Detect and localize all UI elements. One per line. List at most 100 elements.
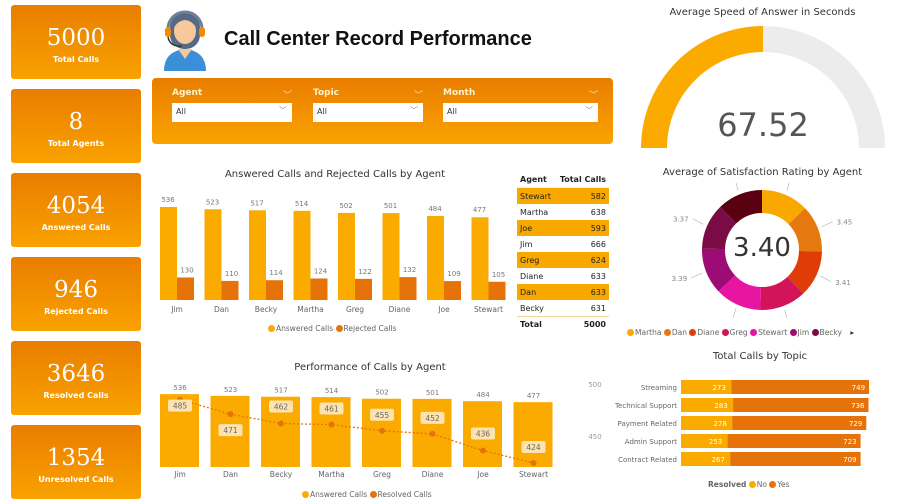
legend-dot <box>335 325 343 332</box>
data-label: 110 <box>225 270 238 278</box>
kpi-label: Rejected Calls <box>44 307 108 316</box>
kpi-label: Resolved Calls <box>43 391 109 400</box>
resolved-bar <box>730 452 861 466</box>
total-calls-cell: 638 <box>590 207 606 217</box>
resolved-bar <box>731 380 870 394</box>
resolved-data-label: 471 <box>223 426 238 435</box>
performance-chart-title: Performance of Calls by Agent <box>294 362 446 373</box>
total-calls-cell: 593 <box>590 223 606 233</box>
legend-item[interactable]: Greg <box>721 328 751 337</box>
legend-label: Martha <box>635 328 662 337</box>
table-row[interactable]: Dan 633 <box>517 284 609 300</box>
answered-rejected-bar-chart: 536 130 Jim 523 110 Dan 517 114 Becky 514 124 Marth… <box>160 196 506 314</box>
donut-slice <box>702 248 736 292</box>
column-header-total-calls[interactable]: Total Calls <box>559 175 606 184</box>
legend-item[interactable]: Becky <box>811 328 845 337</box>
select-value: All <box>176 107 186 116</box>
table-row[interactable]: Joe 593 <box>517 220 609 236</box>
data-label: 523 <box>206 198 219 206</box>
data-label: 484 <box>428 205 442 213</box>
legend-dot <box>811 329 819 336</box>
legend-item[interactable]: Stewart <box>750 328 789 337</box>
agent-filter[interactable]: Agent ﹀ All ﹀ <box>172 88 292 122</box>
month-filter[interactable]: Month ﹀ All ﹀ <box>443 88 598 122</box>
chevron-down-icon[interactable]: ﹀ <box>588 91 598 101</box>
data-label: 122 <box>358 268 371 276</box>
chevron-down-icon[interactable]: ﹀ <box>413 91 423 101</box>
table-row[interactable]: Greg 624 <box>517 252 609 268</box>
x-tick-label: Greg <box>346 305 364 314</box>
legend-next-arrow-icon[interactable]: ▸ <box>850 328 855 337</box>
y-tick-label: Streaming <box>641 384 677 392</box>
legend-label: No <box>756 480 767 489</box>
leader-line <box>786 183 790 192</box>
chevron-down-icon[interactable]: ﹀ <box>282 91 292 101</box>
data-label: 130 <box>180 266 193 274</box>
resolved-point <box>227 411 234 418</box>
leader-line <box>735 183 739 191</box>
resolved-bar <box>733 398 869 412</box>
chart-legend: Answered Calls Rejected Calls <box>268 324 396 333</box>
topic-filter[interactable]: Topic ﹀ All ﹀ <box>313 88 423 122</box>
month-select[interactable]: All ﹀ <box>443 103 598 122</box>
x-tick-label: Becky <box>270 470 293 479</box>
gauge-title: Average Speed of Answer in Seconds <box>669 7 856 18</box>
donut-slice <box>787 250 822 294</box>
unresolved-bar <box>681 452 731 466</box>
topic-select[interactable]: All ﹀ <box>313 103 423 122</box>
data-label-bg <box>168 399 192 412</box>
slice-label: 3.37 <box>673 216 689 224</box>
legend-item[interactable]: Martha <box>627 328 664 337</box>
data-label-bg <box>471 427 495 440</box>
legend-dot <box>721 329 729 336</box>
legend-label: Answered Calls <box>310 490 368 499</box>
legend-item[interactable]: Jim <box>789 328 812 337</box>
rejected-bar <box>177 277 194 300</box>
x-tick-label: Becky <box>255 305 278 314</box>
data-label: 109 <box>447 270 460 278</box>
gauge-value: 67.52 <box>717 106 809 144</box>
x-tick-label: Stewart <box>519 470 548 479</box>
table-row[interactable]: Martha 638 <box>517 204 609 220</box>
slice-label: 3.41 <box>835 279 851 287</box>
donut-center-value: 3.40 <box>733 233 791 263</box>
x-tick-label: Diane <box>389 305 411 314</box>
resolved-point <box>429 430 436 437</box>
data-label: 536 <box>161 196 175 204</box>
legend-item[interactable]: Dan <box>663 328 690 337</box>
legend-title: Resolved <box>708 480 747 489</box>
answered-bar <box>471 217 489 300</box>
x-tick-label: Martha <box>297 305 323 314</box>
agent-select[interactable]: All ﹀ <box>172 103 292 122</box>
data-label: 729 <box>849 420 862 428</box>
legend-dot <box>689 329 697 336</box>
agent-cell: Greg <box>520 255 540 265</box>
table-row[interactable]: Jim 666 <box>517 236 609 252</box>
legend-item[interactable]: Diane <box>689 328 721 337</box>
legend-label: Yes <box>777 480 790 489</box>
resolved-point <box>379 427 385 434</box>
data-label: 273 <box>713 384 726 392</box>
legend-label: Resolved Calls <box>377 490 432 499</box>
kpi-value: 4054 <box>46 193 106 219</box>
rejected-bar <box>488 281 506 300</box>
satisfaction-donut-chart: 3.473.453.413.403.403.393.373.33 <box>672 183 852 318</box>
resolved-data-label: 461 <box>324 405 339 414</box>
y2-tick-label: 450 <box>588 433 601 441</box>
performance-combo-chart: 536 Jim 523 Dan 517 Becky 514 Martha 502 Greg 501 D… <box>160 381 602 479</box>
table-row[interactable]: Becky 631 <box>517 300 609 316</box>
x-tick-label: Dan <box>223 470 238 479</box>
y-tick-label: Contract Related <box>618 456 677 464</box>
table-row[interactable]: Stewart 582 <box>517 188 609 204</box>
total-calls-cell: 633 <box>590 287 606 297</box>
legend-dot <box>748 481 756 488</box>
legend-dot <box>769 481 777 488</box>
call-center-agent-headset-icon <box>164 10 206 71</box>
satisfaction-chart-title: Average of Satisfaction Rating by Agent <box>662 167 863 178</box>
total-calls-cell: 582 <box>590 191 606 201</box>
legend-label: Rejected Calls <box>343 324 397 333</box>
answered-bar <box>160 207 177 300</box>
legend-dot <box>268 325 275 332</box>
column-header-agent[interactable]: Agent <box>520 175 547 184</box>
table-row[interactable]: Diane 633 <box>517 268 609 284</box>
